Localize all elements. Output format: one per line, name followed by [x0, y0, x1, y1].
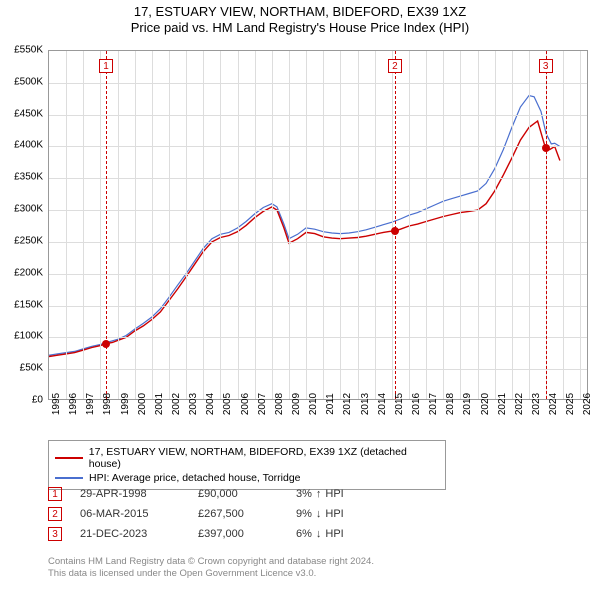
legend-item-property: 17, ESTUARY VIEW, NORTHAM, BIDEFORD, EX3… [55, 445, 439, 471]
xtick-label: 1995 [51, 393, 62, 415]
xtick-label: 2023 [531, 393, 542, 415]
legend-swatch [55, 457, 83, 459]
title-line2: Price paid vs. HM Land Registry's House … [0, 20, 600, 35]
xtick-label: 2005 [222, 393, 233, 415]
chart-container: 17, ESTUARY VIEW, NORTHAM, BIDEFORD, EX3… [0, 0, 600, 590]
marker-price: £267,500 [198, 508, 278, 520]
legend-label: HPI: Average price, detached house, Torr… [89, 472, 301, 484]
legend-label: 17, ESTUARY VIEW, NORTHAM, BIDEFORD, EX3… [89, 446, 439, 470]
marker-id-box: 1 [48, 487, 62, 501]
marker-price: £397,000 [198, 528, 278, 540]
marker-id-box: 3 [48, 527, 62, 541]
marker-date: 21-DEC-2023 [80, 528, 180, 540]
ytick-label: £400K [0, 140, 43, 151]
marker-delta: 3% ↑ HPI [296, 488, 376, 500]
xtick-label: 2013 [360, 393, 371, 415]
legend-swatch [55, 477, 83, 479]
marker-delta: 6% ↓ HPI [296, 528, 376, 540]
xtick-label: 2021 [497, 393, 508, 415]
markers-table: 1 29-APR-1998 £90,000 3% ↑ HPI 2 06-MAR-2015 £… [48, 484, 376, 544]
ytick-label: £250K [0, 235, 43, 246]
title-block: 17, ESTUARY VIEW, NORTHAM, BIDEFORD, EX3… [0, 0, 600, 35]
marker-row: 3 21-DEC-2023 £397,000 6% ↓ HPI [48, 524, 376, 544]
plot-area: 1 2 3 [48, 50, 588, 400]
xtick-label: 2001 [154, 393, 165, 415]
xtick-label: 1999 [120, 393, 131, 415]
legend-item-hpi: HPI: Average price, detached house, Torr… [55, 471, 439, 485]
marker-delta: 9% ↓ HPI [296, 508, 376, 520]
xtick-label: 1996 [68, 393, 79, 415]
xtick-label: 2017 [428, 393, 439, 415]
marker-id-box: 2 [48, 507, 62, 521]
xtick-label: 2010 [308, 393, 319, 415]
title-line1: 17, ESTUARY VIEW, NORTHAM, BIDEFORD, EX3… [0, 4, 600, 19]
ytick-label: £450K [0, 108, 43, 119]
legend: 17, ESTUARY VIEW, NORTHAM, BIDEFORD, EX3… [48, 440, 446, 490]
xtick-label: 1997 [85, 393, 96, 415]
xtick-label: 2011 [325, 393, 336, 415]
marker-date: 29-APR-1998 [80, 488, 180, 500]
marker-row: 1 29-APR-1998 £90,000 3% ↑ HPI [48, 484, 376, 504]
marker-box: 1 [99, 59, 113, 73]
xtick-label: 2016 [411, 393, 422, 415]
arrow-icon: ↑ [316, 488, 322, 500]
ytick-label: £550K [0, 45, 43, 56]
xtick-label: 2002 [171, 393, 182, 415]
xtick-label: 2000 [137, 393, 148, 415]
xtick-label: 2022 [514, 393, 525, 415]
arrow-icon: ↓ [316, 508, 322, 520]
marker-box: 2 [388, 59, 402, 73]
xtick-label: 2014 [377, 393, 388, 415]
ytick-label: £200K [0, 267, 43, 278]
ytick-label: £100K [0, 331, 43, 342]
xtick-label: 2025 [565, 393, 576, 415]
xtick-label: 2024 [548, 393, 559, 415]
marker-dot [102, 340, 110, 348]
ytick-label: £300K [0, 204, 43, 215]
footer-line2: This data is licensed under the Open Gov… [48, 568, 374, 580]
footer: Contains HM Land Registry data © Crown c… [48, 556, 374, 580]
ytick-label: £0 [0, 395, 43, 406]
ytick-label: £350K [0, 172, 43, 183]
ytick-label: £50K [0, 363, 43, 374]
xtick-label: 2004 [205, 393, 216, 415]
marker-dot [391, 227, 399, 235]
ytick-label: £150K [0, 299, 43, 310]
ytick-label: £500K [0, 76, 43, 87]
xtick-label: 1998 [102, 393, 113, 415]
xtick-label: 2012 [342, 393, 353, 415]
arrow-icon: ↓ [316, 528, 322, 540]
marker-box: 3 [539, 59, 553, 73]
series-hpi [49, 96, 560, 356]
xtick-label: 2019 [462, 393, 473, 415]
xtick-label: 2026 [582, 393, 593, 415]
chart-lines [49, 51, 589, 401]
xtick-label: 2006 [240, 393, 251, 415]
xtick-label: 2018 [445, 393, 456, 415]
xtick-label: 2008 [274, 393, 285, 415]
footer-line1: Contains HM Land Registry data © Crown c… [48, 556, 374, 568]
chart-area: 123 £0£50K£100K£150K£200K£250K£300K£350K… [48, 50, 588, 420]
marker-dot [542, 144, 550, 152]
marker-price: £90,000 [198, 488, 278, 500]
xtick-label: 2015 [394, 393, 405, 415]
xtick-label: 2007 [257, 393, 268, 415]
marker-date: 06-MAR-2015 [80, 508, 180, 520]
series-property [49, 121, 560, 357]
xtick-label: 2009 [291, 393, 302, 415]
marker-row: 2 06-MAR-2015 £267,500 9% ↓ HPI [48, 504, 376, 524]
xtick-label: 2003 [188, 393, 199, 415]
xtick-label: 2020 [480, 393, 491, 415]
